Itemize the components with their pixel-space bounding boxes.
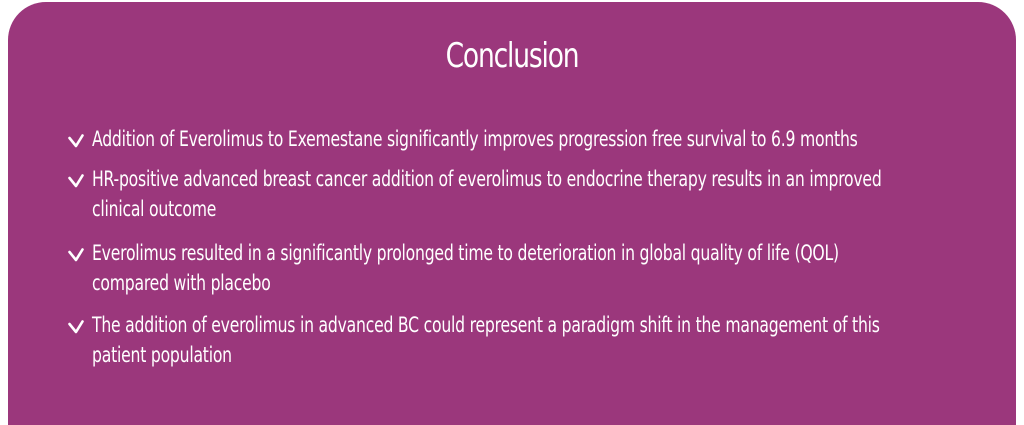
bullet-text: HR-positive advanced breast cancer addit… <box>92 164 956 224</box>
check-icon <box>68 248 84 262</box>
check-icon <box>68 134 84 148</box>
bullet-line: Everolimus resulted in a significantly p… <box>92 241 839 265</box>
bullet-text: Addition of Everolimus to Exemestane sig… <box>92 124 956 154</box>
list-item: Addition of Everolimus to Exemestane sig… <box>68 124 988 158</box>
conclusion-panel: Conclusion Addition of Everolimus to Exe… <box>8 2 1016 425</box>
list-item: Everolimus resulted in a significantly p… <box>68 238 988 308</box>
bullet-text: The addition of everolimus in advanced B… <box>92 310 956 370</box>
list-item: HR-positive advanced breast cancer addit… <box>68 164 988 238</box>
bullet-line: patient population <box>92 343 232 367</box>
bullet-line: HR-positive advanced breast cancer addit… <box>92 167 882 191</box>
bullet-line: compared with placebo <box>92 271 271 295</box>
bullet-line: The addition of everolimus in advanced B… <box>92 313 880 337</box>
bullet-line: Addition of Everolimus to Exemestane sig… <box>92 127 858 151</box>
check-icon <box>68 174 84 188</box>
conclusion-list: Addition of Everolimus to Exemestane sig… <box>68 124 988 380</box>
list-item: The addition of everolimus in advanced B… <box>68 310 988 380</box>
bullet-line: clinical outcome <box>92 197 217 221</box>
panel-title: Conclusion <box>445 36 580 76</box>
check-icon <box>68 320 84 334</box>
bullet-text: Everolimus resulted in a significantly p… <box>92 238 956 298</box>
